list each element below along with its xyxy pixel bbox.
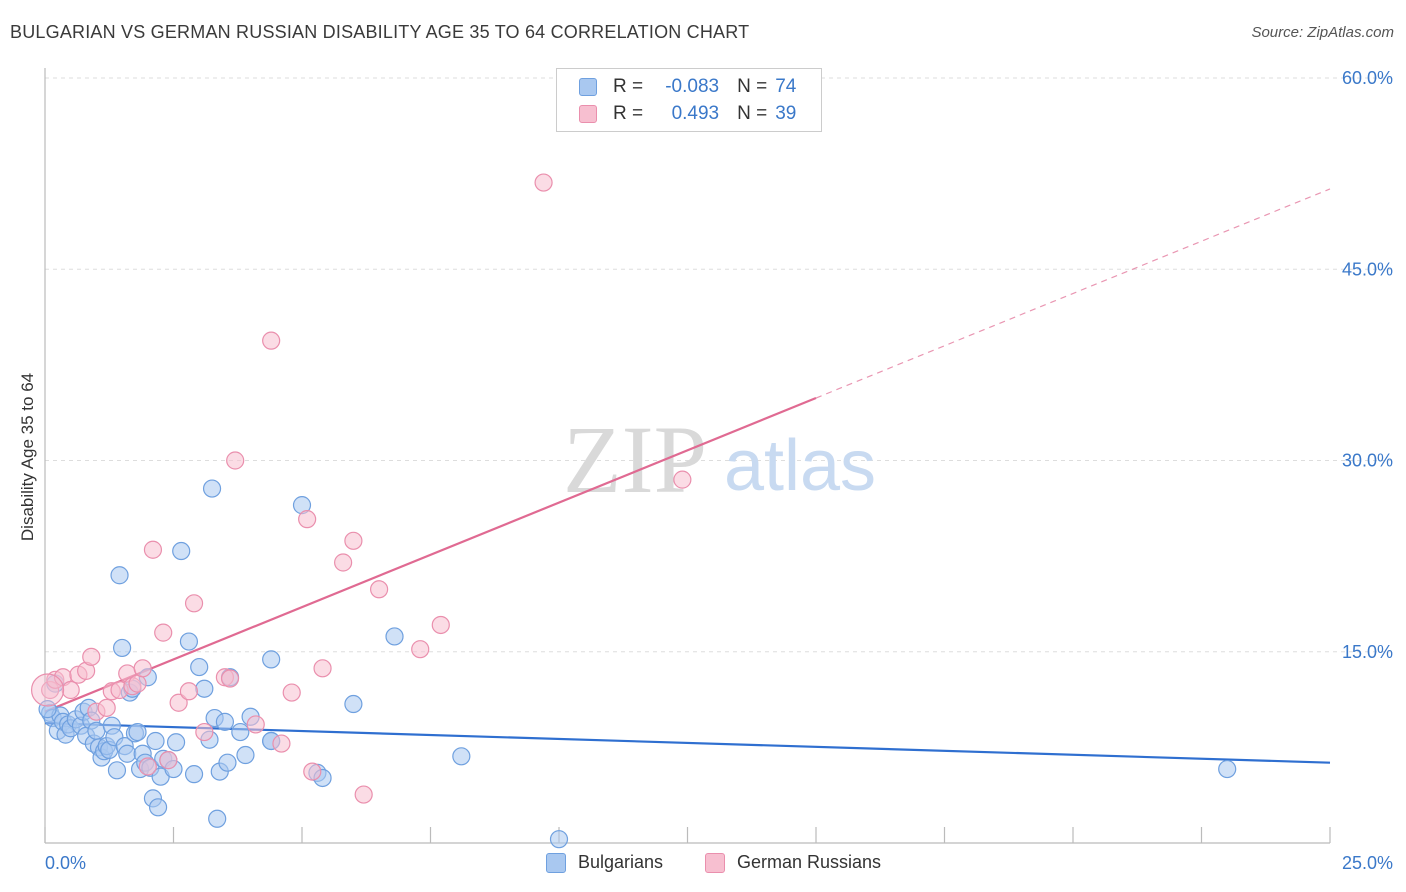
german-russian-point bbox=[246, 715, 265, 734]
german-russian-point bbox=[282, 683, 301, 702]
german-russians-trend-extension bbox=[815, 188, 1331, 399]
german-russian-point bbox=[138, 757, 157, 776]
n-value: 74 bbox=[775, 76, 797, 97]
german-russians-legend-label: German Russians bbox=[737, 852, 882, 872]
r-value: 0.493 bbox=[671, 103, 720, 124]
bulgarian-point bbox=[195, 679, 214, 698]
watermark-atlas: atlas bbox=[724, 426, 876, 506]
legend-row-german-russians: R = 0.493 N = 39 bbox=[579, 102, 796, 126]
german-russian-point bbox=[159, 751, 178, 770]
bulgarian-point bbox=[215, 712, 234, 731]
bulgarian-point bbox=[549, 830, 569, 849]
n-label: N = bbox=[737, 76, 768, 97]
german-russian-point bbox=[128, 674, 147, 693]
german-russians-swatch bbox=[579, 105, 597, 123]
german-russian-point bbox=[673, 470, 692, 489]
y-tick-label: 30.0% bbox=[1342, 451, 1393, 471]
stats-legend: R = -0.083 N = 74 R = 0.493 N = 39 bbox=[556, 68, 822, 132]
german-russian-point bbox=[370, 580, 389, 599]
german-russian-point bbox=[143, 540, 163, 559]
bulgarian-point bbox=[1218, 759, 1237, 779]
german-russian-point bbox=[184, 594, 204, 613]
german-russian-point bbox=[313, 659, 332, 678]
legend-item-german-russians[interactable]: German Russians bbox=[705, 852, 881, 873]
german-russian-point bbox=[179, 682, 199, 701]
bulgarian-point bbox=[148, 798, 168, 817]
r-label: R = bbox=[613, 76, 644, 97]
r-label: R = bbox=[613, 103, 644, 124]
bulgarian-point bbox=[385, 627, 404, 646]
german-russian-point bbox=[298, 510, 317, 529]
german-russian-point bbox=[272, 734, 291, 753]
bulgarian-point bbox=[208, 809, 227, 828]
bulgarian-point bbox=[231, 722, 250, 742]
bulgarian-point bbox=[344, 694, 363, 714]
bulgarians-legend-swatch bbox=[546, 852, 566, 873]
r-value: -0.083 bbox=[665, 76, 720, 97]
german-russian-point bbox=[262, 331, 281, 350]
watermark: ZIP atlas bbox=[563, 406, 876, 513]
bulgarian-point bbox=[112, 638, 132, 658]
axis-labels: 15.0% 30.0% 45.0% 60.0% 0.0% 25.0% Disability … bbox=[18, 68, 1393, 873]
german-russian-point bbox=[82, 647, 101, 666]
german-russian-point bbox=[169, 693, 188, 712]
german-russian-point bbox=[133, 659, 152, 678]
bulgarian-point bbox=[110, 566, 129, 585]
german-russian-point bbox=[411, 640, 430, 659]
y-tick-label: 15.0% bbox=[1342, 642, 1393, 662]
german-russian-point bbox=[97, 698, 116, 717]
german-russian-point bbox=[195, 722, 214, 742]
german-russian-point bbox=[61, 680, 80, 700]
bulgarian-point bbox=[262, 650, 281, 669]
bulgarian-point bbox=[184, 765, 204, 784]
german-russian-point bbox=[303, 762, 322, 781]
bulgarian-point bbox=[190, 657, 209, 677]
bulgarian-point bbox=[146, 731, 165, 751]
german-russians-trend-line bbox=[44, 397, 817, 713]
legend-item-bulgarians[interactable]: Bulgarians bbox=[546, 852, 663, 873]
bulgarian-point bbox=[172, 541, 191, 561]
bulgarians-swatch bbox=[579, 78, 597, 96]
data-points bbox=[30, 173, 1237, 849]
bulgarian-point bbox=[218, 753, 237, 772]
german-russian-point bbox=[30, 673, 65, 707]
german-russian-point bbox=[534, 173, 553, 192]
german-russian-point bbox=[431, 615, 450, 635]
bulgarian-point bbox=[236, 745, 255, 765]
y-tick-label: 45.0% bbox=[1342, 259, 1393, 279]
bulgarian-point bbox=[118, 744, 137, 763]
bulgarian-point bbox=[202, 479, 222, 498]
y-axis-title: Disability Age 35 to 64 bbox=[18, 373, 37, 541]
bulgarian-point bbox=[107, 761, 127, 780]
y-tick-label: 60.0% bbox=[1342, 68, 1393, 88]
n-value: 39 bbox=[775, 103, 797, 124]
n-label: N = bbox=[737, 103, 768, 124]
german-russian-point bbox=[220, 669, 240, 688]
german-russian-point bbox=[354, 785, 373, 804]
german-russian-point bbox=[344, 531, 363, 550]
bulgarian-point bbox=[128, 722, 147, 742]
bulgarian-point bbox=[452, 747, 471, 766]
german-russian-point bbox=[226, 451, 245, 470]
bulgarians-legend-label: Bulgarians bbox=[578, 852, 664, 872]
german-russians-legend-swatch bbox=[705, 852, 725, 873]
chart-title: BULGARIAN VS GERMAN RUSSIAN DISABILITY A… bbox=[10, 22, 750, 42]
bulgarian-point bbox=[166, 733, 186, 752]
bulgarian-point bbox=[87, 721, 106, 740]
german-russian-point bbox=[154, 623, 173, 642]
x-tick-label: 0.0% bbox=[45, 853, 86, 873]
watermark-zip: ZIP bbox=[563, 406, 707, 513]
german-russian-point bbox=[334, 553, 353, 572]
gridlines bbox=[45, 77, 1392, 653]
source-label: Source: ZipAtlas.com bbox=[1251, 24, 1394, 41]
x-tick-label: 25.0% bbox=[1342, 853, 1393, 873]
bulgarian-point bbox=[179, 632, 199, 651]
legend-row-bulgarians: R = -0.083 N = 74 bbox=[579, 75, 796, 99]
